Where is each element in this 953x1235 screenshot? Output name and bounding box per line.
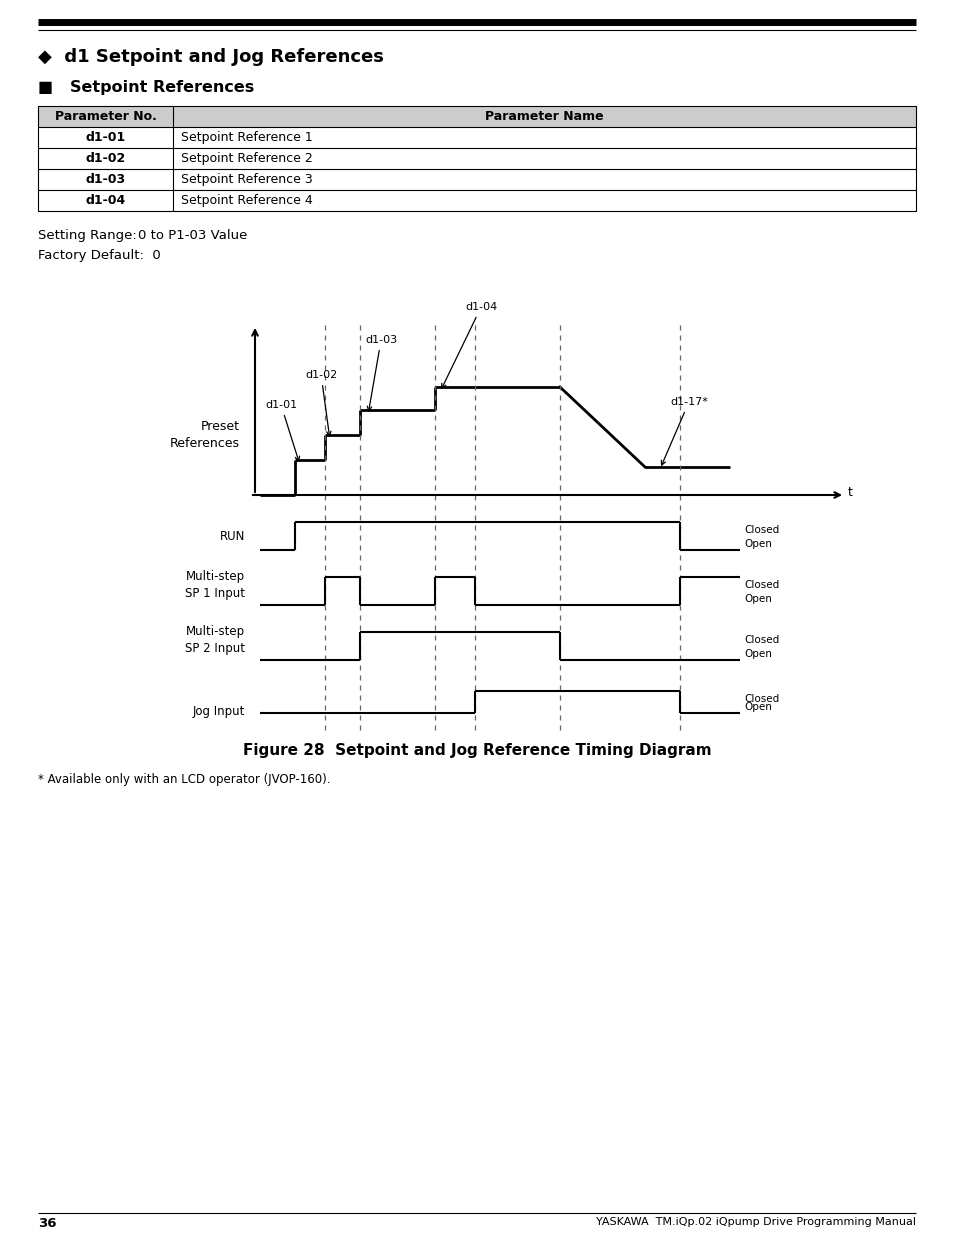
Text: * Available only with an LCD operator (JVOP-160).: * Available only with an LCD operator (J…: [38, 773, 330, 785]
Text: YASKAWA  TM.iQp.02 iQpump Drive Programming Manual: YASKAWA TM.iQp.02 iQpump Drive Programmi…: [596, 1216, 915, 1228]
Text: Closed: Closed: [743, 694, 779, 704]
Text: ◆  d1 Setpoint and Jog References: ◆ d1 Setpoint and Jog References: [38, 48, 383, 65]
Text: Setting Range:: Setting Range:: [38, 228, 136, 242]
Text: Preset: Preset: [201, 420, 240, 433]
Text: Parameter Name: Parameter Name: [485, 110, 603, 124]
Text: Figure 28  Setpoint and Jog Reference Timing Diagram: Figure 28 Setpoint and Jog Reference Tim…: [242, 743, 711, 758]
Text: d1-01: d1-01: [265, 400, 299, 461]
Bar: [38, 106, 915, 211]
Text: RUN: RUN: [219, 530, 245, 542]
Text: t: t: [847, 487, 852, 499]
Text: d1-04: d1-04: [441, 303, 497, 388]
Text: Setpoint Reference 4: Setpoint Reference 4: [181, 194, 313, 207]
Text: Setpoint Reference 2: Setpoint Reference 2: [181, 152, 313, 165]
Text: d1-17*: d1-17*: [660, 396, 707, 466]
Text: Closed: Closed: [743, 525, 779, 535]
Text: d1-02: d1-02: [85, 152, 126, 165]
Text: Setpoint Reference 1: Setpoint Reference 1: [181, 131, 313, 144]
Text: Jog Input: Jog Input: [193, 705, 245, 718]
Text: Factory Default:  0: Factory Default: 0: [38, 249, 161, 262]
Text: Open: Open: [743, 594, 771, 604]
Text: Multi-step: Multi-step: [186, 625, 245, 638]
Text: Closed: Closed: [743, 580, 779, 590]
Text: d1-03: d1-03: [365, 335, 396, 411]
Text: Closed: Closed: [743, 635, 779, 645]
Text: d1-04: d1-04: [85, 194, 126, 207]
Text: Multi-step: Multi-step: [186, 571, 245, 583]
Text: SP 1 Input: SP 1 Input: [185, 587, 245, 600]
Text: d1-01: d1-01: [85, 131, 126, 144]
Bar: [38, 106, 915, 127]
Text: Open: Open: [743, 701, 771, 713]
Text: d1-03: d1-03: [86, 173, 126, 186]
Text: Open: Open: [743, 650, 771, 659]
Text: Parameter No.: Parameter No.: [54, 110, 156, 124]
Text: 36: 36: [38, 1216, 56, 1230]
Text: Open: Open: [743, 538, 771, 550]
Text: ■   Setpoint References: ■ Setpoint References: [38, 80, 254, 95]
Text: d1-02: d1-02: [305, 370, 337, 436]
Text: Setpoint Reference 3: Setpoint Reference 3: [181, 173, 313, 186]
Text: SP 2 Input: SP 2 Input: [185, 642, 245, 655]
Text: References: References: [170, 437, 240, 450]
Text: 0 to P1-03 Value: 0 to P1-03 Value: [138, 228, 247, 242]
